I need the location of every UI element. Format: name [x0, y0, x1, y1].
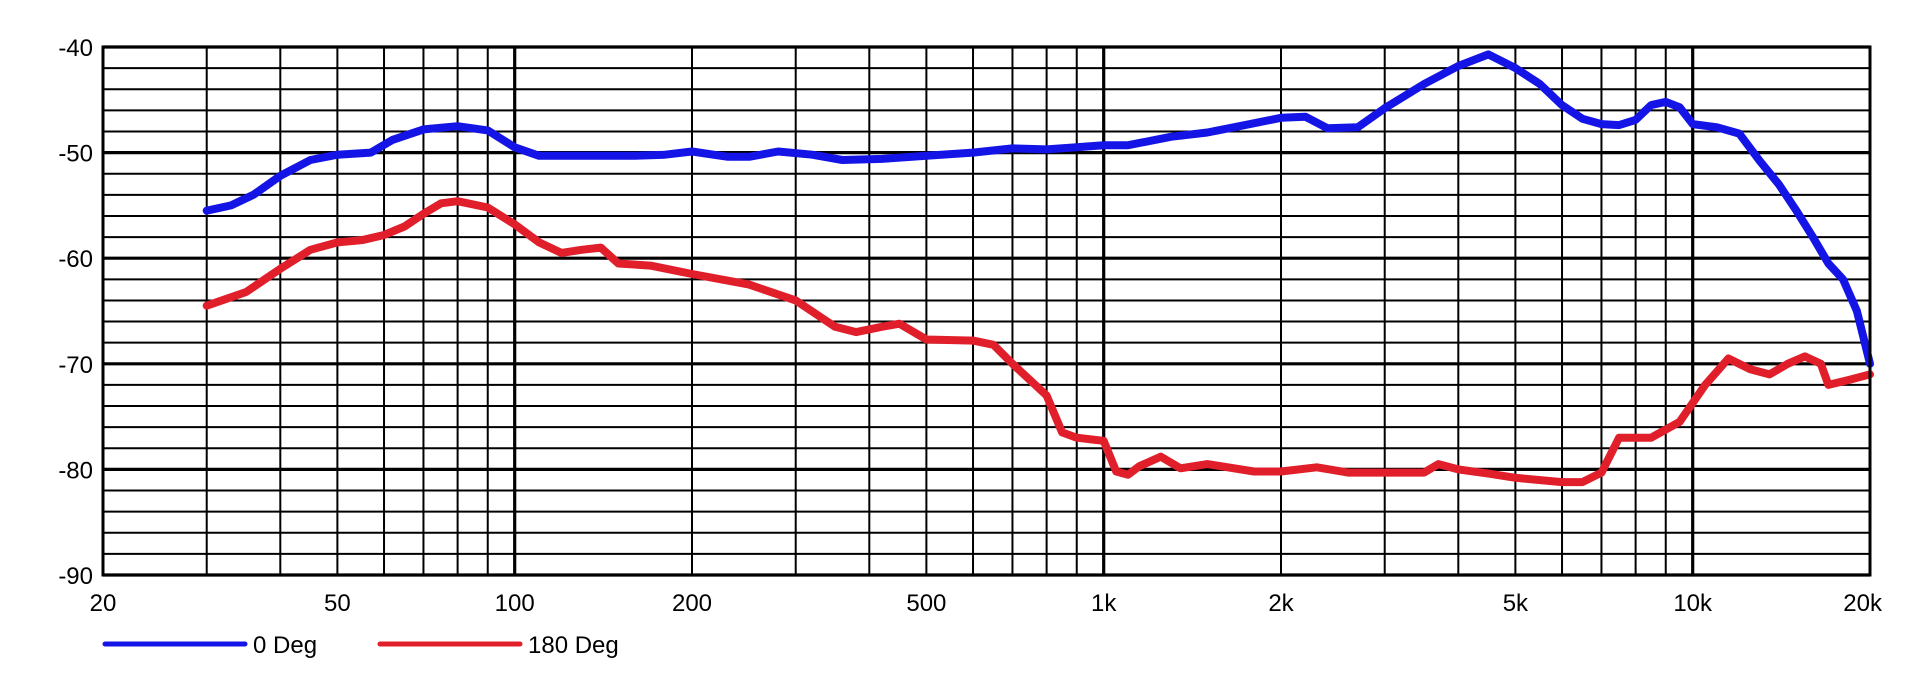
- y-tick-label: -40: [58, 35, 93, 62]
- x-tick-label: 50: [324, 590, 351, 617]
- y-tick-label: -70: [58, 352, 93, 379]
- x-tick-label: 20k: [1843, 590, 1883, 617]
- y-tick-label: -50: [58, 141, 93, 168]
- x-tick-label: 5k: [1503, 590, 1529, 617]
- legend: 0 Deg 180 Deg: [102, 632, 619, 659]
- x-tick-label: 2k: [1268, 590, 1294, 617]
- x-tick-label: 200: [672, 590, 712, 617]
- series-layer: [202, 50, 1874, 487]
- y-tick-label: -80: [58, 457, 93, 484]
- plot-frame: [101, 45, 1872, 577]
- x-tick-label: 500: [906, 590, 946, 617]
- x-axis-tick-labels: 20 50 100 200 500 1k 2k 5k 10k 20k: [90, 590, 1883, 617]
- legend-label: 0 Deg: [253, 632, 317, 659]
- series-line-180-deg: [202, 197, 1874, 487]
- y-tick-label: -60: [58, 246, 93, 273]
- x-tick-label: 10k: [1673, 590, 1713, 617]
- y-axis-tick-labels: -40 -50 -60 -70 -80 -90: [58, 35, 93, 590]
- chart-grid: [102, 45, 1871, 577]
- x-tick-label: 20: [90, 590, 117, 617]
- x-tick-label: 100: [495, 590, 535, 617]
- y-tick-label: -90: [58, 563, 93, 590]
- series-line-0-deg: [202, 50, 1874, 368]
- legend-label: 180 Deg: [528, 632, 619, 659]
- x-tick-label: 1k: [1091, 590, 1117, 617]
